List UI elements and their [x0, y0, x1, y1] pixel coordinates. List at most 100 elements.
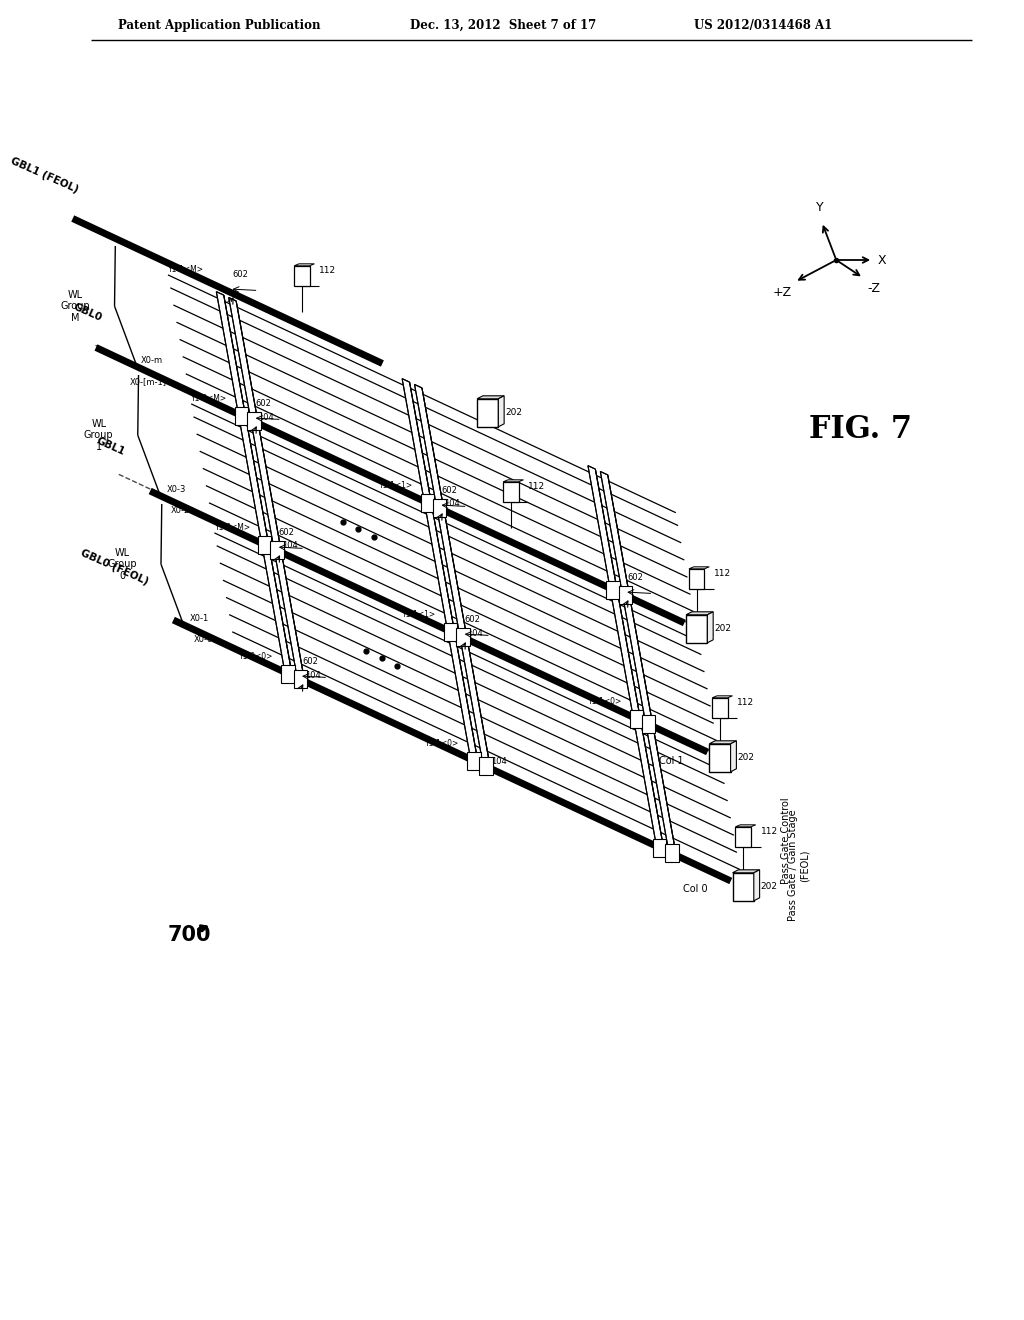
Text: 104: 104	[490, 758, 507, 767]
Text: 602: 602	[279, 528, 295, 537]
Polygon shape	[240, 421, 268, 540]
Polygon shape	[252, 426, 281, 546]
Text: 602: 602	[465, 615, 480, 624]
Polygon shape	[754, 870, 760, 900]
Polygon shape	[402, 379, 430, 498]
Text: 602: 602	[232, 271, 248, 279]
Bar	[735, 826, 751, 847]
Polygon shape	[647, 730, 675, 849]
Text: 104: 104	[444, 499, 460, 508]
Text: 202: 202	[737, 754, 755, 762]
Polygon shape	[275, 556, 303, 675]
Text: X0-0: X0-0	[194, 635, 213, 644]
Text: 104: 104	[282, 541, 298, 550]
Text: Y1-1<0>: Y1-1<0>	[425, 739, 460, 748]
Polygon shape	[689, 566, 710, 569]
Bar	[689, 569, 705, 589]
Text: GBL0: GBL0	[72, 302, 103, 323]
Polygon shape	[456, 628, 470, 647]
Polygon shape	[666, 845, 679, 862]
Bar	[713, 698, 728, 718]
Polygon shape	[433, 499, 446, 517]
Text: Y1-0<0>: Y1-0<0>	[240, 652, 273, 661]
Text: 104: 104	[468, 628, 483, 638]
Text: 700: 700	[168, 925, 212, 945]
Text: 202: 202	[761, 882, 777, 891]
Text: 112: 112	[319, 267, 337, 276]
Bar	[294, 265, 309, 286]
Text: 602: 602	[256, 399, 271, 408]
Polygon shape	[443, 623, 458, 640]
Text: WL
Group
1: WL Group 1	[84, 418, 114, 451]
Text: 202: 202	[505, 408, 522, 417]
Text: 104: 104	[305, 671, 321, 680]
Text: Col 0: Col 0	[683, 884, 708, 895]
Text: -Z: -Z	[867, 282, 881, 294]
Text: X0-2: X0-2	[170, 507, 189, 515]
Bar	[710, 743, 730, 772]
Polygon shape	[228, 297, 257, 417]
Polygon shape	[294, 671, 307, 689]
Text: Y1-1<M>: Y1-1<M>	[168, 265, 204, 275]
Polygon shape	[425, 508, 454, 627]
Text: 112: 112	[761, 828, 777, 837]
Text: X0-1: X0-1	[189, 614, 209, 623]
Polygon shape	[735, 825, 756, 826]
Polygon shape	[467, 751, 480, 770]
Text: 112: 112	[737, 698, 755, 708]
Text: Y1-0<M>: Y1-0<M>	[214, 523, 251, 532]
Text: Pass Gate / Gain Stage
(FEOL): Pass Gate / Gain Stage (FEOL)	[787, 809, 809, 921]
Text: Pass Gate Control: Pass Gate Control	[781, 797, 792, 884]
Text: Patent Application Publication: Patent Application Publication	[118, 18, 321, 32]
Polygon shape	[732, 870, 760, 873]
Polygon shape	[449, 636, 477, 756]
Polygon shape	[477, 396, 504, 399]
Text: FIG. 7: FIG. 7	[809, 414, 912, 446]
Polygon shape	[415, 384, 442, 504]
Text: X0-m: X0-m	[140, 356, 163, 364]
Polygon shape	[611, 594, 640, 714]
Text: WL
Group
M: WL Group M	[60, 289, 90, 323]
Polygon shape	[294, 264, 314, 265]
Polygon shape	[479, 758, 493, 775]
Polygon shape	[247, 412, 261, 430]
Polygon shape	[258, 536, 271, 553]
Bar	[503, 482, 518, 502]
Bar	[477, 399, 499, 426]
Polygon shape	[708, 611, 713, 643]
Polygon shape	[437, 513, 466, 634]
Polygon shape	[686, 611, 713, 615]
Polygon shape	[606, 581, 620, 599]
Text: GBL1: GBL1	[95, 436, 127, 457]
Text: 112: 112	[714, 569, 731, 578]
Polygon shape	[282, 665, 295, 682]
Polygon shape	[710, 741, 736, 743]
Text: GBL1 (FEOL): GBL1 (FEOL)	[9, 156, 80, 194]
Text: X0-3: X0-3	[166, 484, 185, 494]
Text: 112: 112	[528, 482, 546, 491]
Polygon shape	[499, 396, 504, 426]
Text: 602: 602	[441, 486, 458, 495]
Text: Dec. 13, 2012  Sheet 7 of 17: Dec. 13, 2012 Sheet 7 of 17	[411, 18, 597, 32]
Polygon shape	[461, 643, 489, 762]
Polygon shape	[421, 494, 434, 512]
Polygon shape	[713, 696, 732, 698]
Text: 202: 202	[714, 624, 731, 634]
Text: Y1-1<1>: Y1-1<1>	[379, 482, 413, 490]
Polygon shape	[600, 471, 629, 591]
Bar	[732, 873, 754, 900]
Text: X0-[m-1]: X0-[m-1]	[129, 378, 167, 387]
Text: Col 1: Col 1	[659, 755, 684, 766]
Polygon shape	[630, 710, 643, 727]
Polygon shape	[730, 741, 736, 772]
Polygon shape	[216, 292, 245, 412]
Text: US 2012/0314468 A1: US 2012/0314468 A1	[694, 18, 833, 32]
Text: WL
Group
0: WL Group 0	[108, 548, 137, 581]
Polygon shape	[588, 466, 616, 585]
Text: 602: 602	[628, 573, 643, 582]
Text: Y1-1<1>: Y1-1<1>	[402, 610, 436, 619]
Polygon shape	[234, 407, 248, 425]
Polygon shape	[263, 549, 291, 669]
Text: Y1-1<0>: Y1-1<0>	[588, 697, 623, 706]
Polygon shape	[503, 479, 523, 482]
